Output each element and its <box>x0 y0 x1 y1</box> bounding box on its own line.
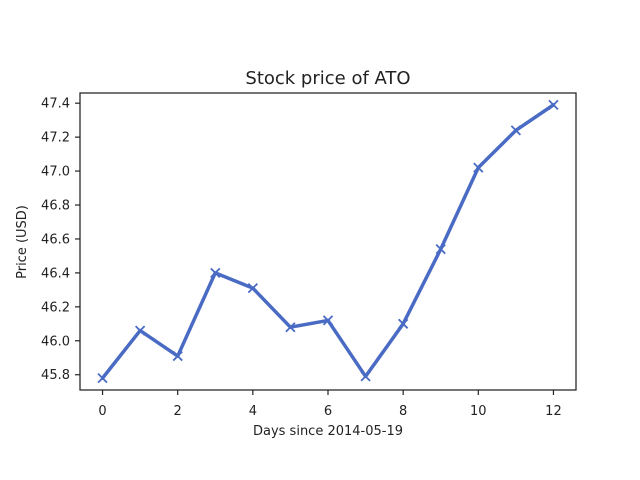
series-line <box>100 103 556 380</box>
data-point-marker <box>97 372 108 384</box>
x-axis-label: Days since 2014-05-19 <box>253 424 403 439</box>
data-points <box>97 99 559 384</box>
data-point-marker <box>134 325 146 336</box>
x-tick-label: 4 <box>249 404 257 419</box>
x-tick-label: 12 <box>545 404 562 419</box>
data-point-marker <box>398 318 409 329</box>
data-point-marker <box>285 322 296 333</box>
x-tick-label: 0 <box>98 404 106 419</box>
data-point-marker <box>548 99 559 111</box>
y-tick-label: 45.8 <box>41 368 70 383</box>
y-tick-label: 46.0 <box>41 334 70 349</box>
data-point-marker <box>360 371 371 382</box>
y-tick-label: 47.2 <box>41 131 70 146</box>
data-point-marker <box>322 315 334 326</box>
data-point-marker <box>435 244 446 255</box>
y-tick-label: 47.0 <box>41 165 70 180</box>
plot-area <box>79 92 577 391</box>
y-tick-label: 46.4 <box>41 266 70 281</box>
y-tick-label: 46.2 <box>41 300 70 315</box>
y-tick-label: 46.6 <box>41 232 70 247</box>
chart-title: Stock price of ATO <box>245 68 410 89</box>
x-tick-label: 10 <box>470 404 487 419</box>
data-point-marker <box>510 125 522 136</box>
data-point-marker <box>247 283 258 294</box>
y-tick-label: 47.4 <box>41 97 70 112</box>
y-axis-label: Price (USD) <box>15 205 30 279</box>
y-axis: 45.8 46.0 46.2 46.4 46.6 46.8 47.0 47.2 47.4 <box>41 97 80 383</box>
data-point-marker <box>210 267 221 279</box>
x-tick-label: 2 <box>174 404 182 419</box>
data-point-marker <box>172 350 183 362</box>
x-tick-label: 8 <box>399 404 407 419</box>
data-point-marker <box>473 162 484 173</box>
x-tick-label: 6 <box>324 404 332 419</box>
x-axis: 0 2 4 6 8 10 12 <box>98 390 562 419</box>
y-tick-label: 46.8 <box>41 199 70 214</box>
